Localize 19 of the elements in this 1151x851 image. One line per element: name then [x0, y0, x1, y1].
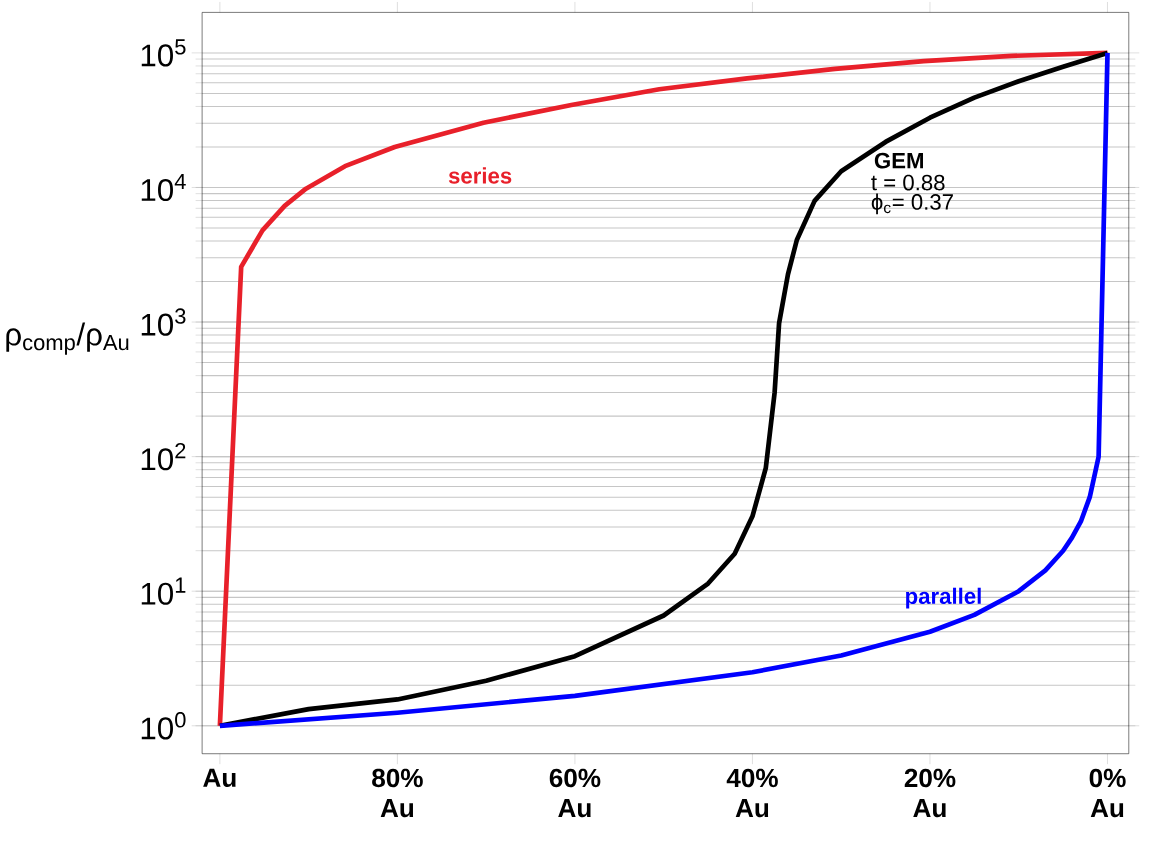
y-tick-label: 10$^{0}$	[141, 712, 186, 740]
x-tick-label: 80% Au	[372, 768, 423, 818]
series-label: series	[448, 167, 512, 184]
y-tick-label: 10$^{4}$	[141, 174, 186, 202]
x-tick-label: 60% Au	[549, 768, 601, 818]
y-tick-label: 10$^{3}$	[141, 308, 186, 336]
y-tick-label: 10$^{1}$	[141, 577, 186, 605]
x-tick-label: 40% Au	[726, 768, 778, 818]
series-label: parallel	[906, 587, 981, 609]
y-tick-label: 10$^{5}$	[141, 39, 186, 67]
series-label: GEM	[874, 152, 923, 169]
x-tick-label: 0% Au	[1089, 768, 1126, 818]
x-tick-label: Au	[203, 768, 236, 788]
annotation: t = 0.88	[871, 174, 945, 191]
y-tick-label: 10$^{2}$	[141, 443, 186, 471]
annotation: ϕ$_{c}$= 0.37	[871, 193, 953, 215]
y-axis-title: ρ$_{comp}$/ρ$_{Au}$	[6, 322, 129, 355]
line-series	[217, 50, 1110, 729]
x-tick-label: 20% Au	[904, 768, 956, 818]
